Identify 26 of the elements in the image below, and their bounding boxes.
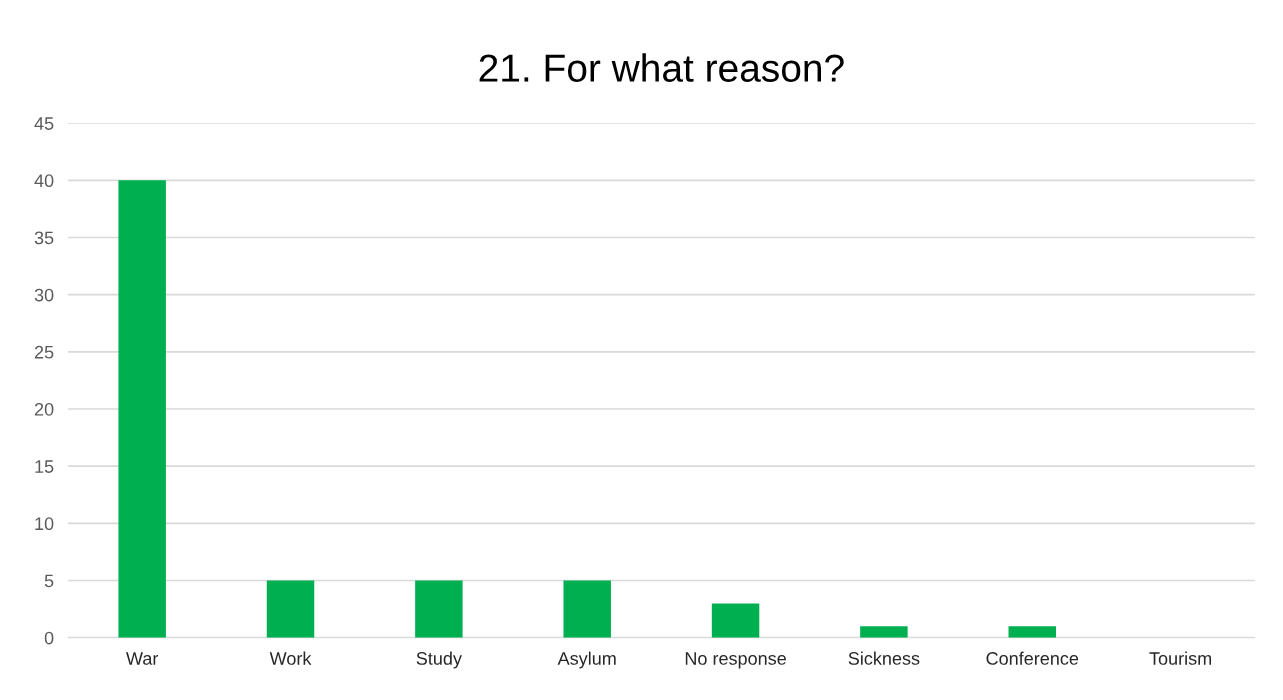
x-tick-label: Study [416, 651, 462, 669]
x-tick-label: Conference [986, 651, 1079, 665]
bar [711, 603, 760, 638]
bar [118, 180, 166, 638]
bar [860, 626, 908, 638]
y-tick-label: 45 [34, 117, 54, 130]
bar [266, 580, 315, 638]
x-tick-label: Tourism [1149, 651, 1212, 665]
chart-title: 21. For what reason? [479, 53, 844, 82]
bar [563, 580, 611, 638]
x-tick-label: Sickness [848, 651, 920, 665]
y-tick-label: 40 [34, 174, 54, 188]
x-tick-label: Asylum [557, 651, 616, 669]
y-tick-label: 10 [35, 517, 54, 531]
bar [1008, 626, 1056, 638]
y-tick-label: 15 [35, 460, 54, 473]
y-tick-label: 25 [34, 345, 54, 359]
x-tick-label: No response [685, 652, 786, 669]
bar [415, 580, 463, 638]
y-tick-label: 0 [44, 631, 54, 645]
y-tick-label: 30 [34, 288, 54, 302]
y-tick-label: 35 [34, 231, 54, 245]
x-tick-label: War [126, 652, 159, 665]
x-tick-label: Work [269, 651, 312, 665]
y-tick-label: 5 [44, 574, 54, 588]
y-tick-label: 20 [34, 402, 54, 416]
